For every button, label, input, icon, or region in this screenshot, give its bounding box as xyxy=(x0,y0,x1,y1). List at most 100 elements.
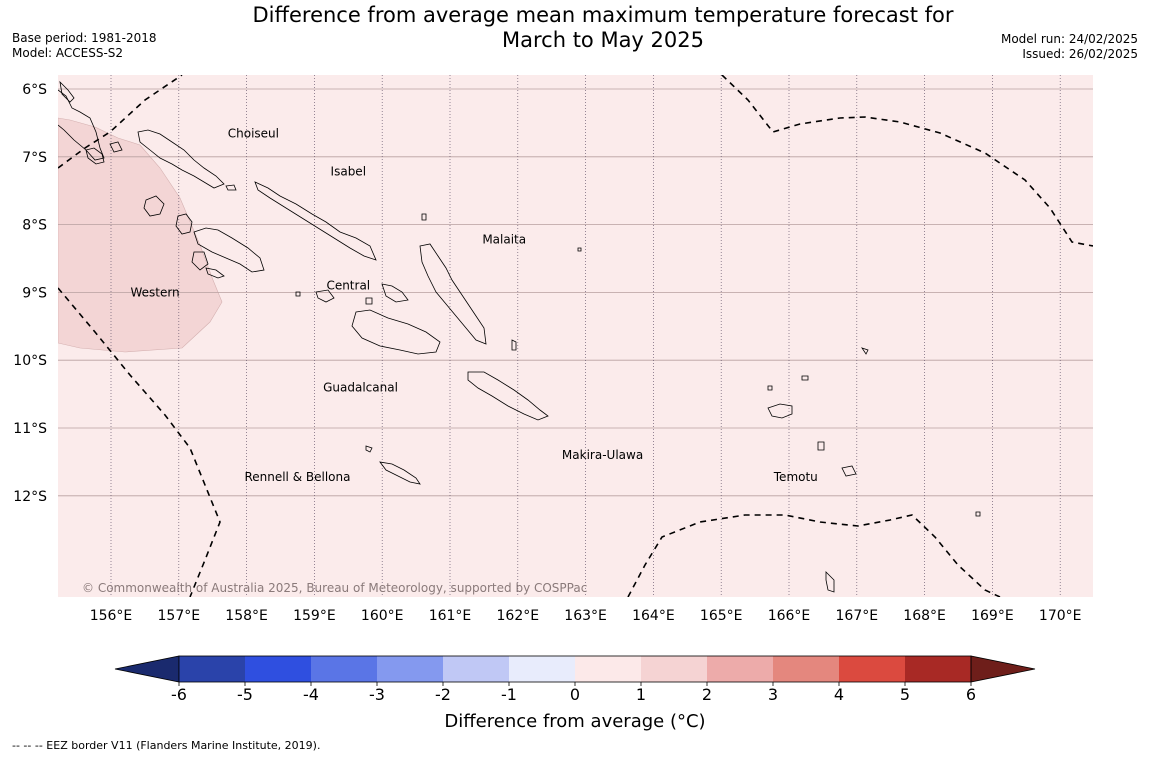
colorbar-tick-label: 1 xyxy=(636,685,646,704)
colorbar-tick-labels: -6 -5 -4 -3 -2 -1 0 1 2 3 4 5 6 xyxy=(171,685,976,704)
colorbar xyxy=(114,655,1036,686)
province-label: Malaita xyxy=(482,233,526,247)
colorbar-tick-label: 0 xyxy=(570,685,580,704)
longitude-tick-labels: 156°E 157°E 158°E 159°E 160°E 161°E 162°E 163°E… xyxy=(90,608,1082,624)
colorbar-segment xyxy=(707,656,773,682)
island-savo xyxy=(365,297,373,305)
island-small-malaita xyxy=(421,213,427,221)
province-label: Makira-Ulawa xyxy=(562,448,643,462)
island-duff xyxy=(801,375,809,381)
lat-tick-label: 9°S xyxy=(22,285,47,301)
island-rennell xyxy=(379,461,421,485)
lon-tick-label: 165°E xyxy=(700,608,743,624)
colorbar-tick-label: -2 xyxy=(435,685,451,704)
colorbar-tick-label: -4 xyxy=(303,685,319,704)
island-guadalcanal xyxy=(351,309,441,355)
colorbar-segment xyxy=(509,656,575,682)
chart-title: Difference from average mean maximum tem… xyxy=(0,3,1150,53)
colorbar-tick-label: -5 xyxy=(237,685,253,704)
island-choiseul xyxy=(137,129,225,189)
grid-meridians xyxy=(110,75,1061,597)
colorbar-tick-label: 3 xyxy=(768,685,778,704)
colorbar-segment xyxy=(839,656,905,682)
colorbar-tick-label: 5 xyxy=(900,685,910,704)
province-label: Isabel xyxy=(331,165,366,179)
colorbar-tick-label: -6 xyxy=(171,685,187,704)
model-run: Model run: 24/02/2025 xyxy=(1000,32,1138,46)
lon-tick-label: 158°E xyxy=(225,608,268,624)
colorbar-label: Difference from average (°C) xyxy=(444,711,705,732)
island-reef-islands xyxy=(767,385,773,391)
eez-legend-note: -- -- -- EEZ border V11 (Flanders Marine… xyxy=(12,739,321,752)
island-tinakula xyxy=(861,347,869,355)
island-buka xyxy=(59,80,75,103)
island-tetepare xyxy=(205,267,225,279)
province-label: Guadalcanal xyxy=(323,380,398,394)
province-label: Temotu xyxy=(773,470,818,484)
lon-tick-label: 163°E xyxy=(564,608,607,624)
islands xyxy=(58,80,981,593)
colorbar-tick-label: 6 xyxy=(966,685,976,704)
island-russell xyxy=(315,289,335,303)
island-sikaiana xyxy=(577,247,582,252)
island-shortlands-small xyxy=(109,141,123,153)
colorbar-tick-label: 2 xyxy=(702,685,712,704)
base-period: Base period: 1981-2018 xyxy=(12,31,157,45)
island-malaita xyxy=(419,243,487,345)
colorbar-tick-label: -3 xyxy=(369,685,385,704)
run-info: Model run: 24/02/2025 Issued: 26/02/2025 xyxy=(1001,32,1138,62)
colorbar-segment xyxy=(179,656,245,682)
title-line-2: March to May 2025 xyxy=(502,28,704,52)
island-utupua xyxy=(817,441,825,451)
island-shortlands xyxy=(85,147,105,165)
island-santa-cruz xyxy=(767,403,793,419)
island-florida xyxy=(381,283,409,303)
lat-tick-label: 12°S xyxy=(13,489,47,505)
lon-tick-label: 170°E xyxy=(1039,608,1082,624)
eez-border-west-north xyxy=(58,75,183,169)
island-isabel xyxy=(254,181,377,261)
province-label: Central xyxy=(326,279,370,293)
lon-tick-label: 162°E xyxy=(497,608,540,624)
island-vanikoro xyxy=(841,465,857,477)
island-ulawa xyxy=(511,339,517,351)
colorbar-segment xyxy=(443,656,509,682)
anomaly-region-1-2 xyxy=(58,117,223,353)
colorbar-extend-high xyxy=(970,655,1036,683)
province-labels: Choiseul Isabel Malaita Western Central Guada… xyxy=(130,127,817,484)
grid-parallels xyxy=(58,88,1093,497)
model-name: Model: ACCESS-S2 xyxy=(12,46,124,60)
colorbar-segment xyxy=(905,656,971,682)
island-west-small xyxy=(295,291,301,297)
model-info: Base period: 1981-2018 Model: ACCESS-S2 xyxy=(12,31,157,61)
lat-tick-label: 6°S xyxy=(22,82,47,98)
colorbar-segment xyxy=(311,656,377,682)
copyright-note: © Commonwealth of Australia 2025, Bureau… xyxy=(82,581,587,595)
title-line-1: Difference from average mean maximum tem… xyxy=(252,3,954,27)
colorbar-segment xyxy=(377,656,443,682)
island-small-north xyxy=(225,184,237,191)
lon-tick-label: 167°E xyxy=(836,608,879,624)
island-rendova xyxy=(191,251,209,271)
map-background xyxy=(58,75,1093,597)
lat-tick-label: 10°S xyxy=(13,353,47,369)
island-bougainville xyxy=(58,89,105,161)
island-new-georgia xyxy=(193,227,265,273)
eez-border-south xyxy=(627,514,1001,597)
lon-tick-label: 169°E xyxy=(971,608,1014,624)
eez-borders xyxy=(58,75,1093,597)
lon-tick-label: 160°E xyxy=(361,608,404,624)
lon-tick-label: 168°E xyxy=(903,608,946,624)
lat-tick-label: 8°S xyxy=(22,218,47,234)
colorbar-segment xyxy=(773,656,839,682)
colorbar-extend-low xyxy=(114,655,180,683)
colorbar-tick-label: -1 xyxy=(501,685,517,704)
lon-tick-label: 164°E xyxy=(632,608,675,624)
colorbar-segment xyxy=(245,656,311,682)
lon-tick-label: 156°E xyxy=(90,608,133,624)
latitude-tick-labels: 6°S 7°S 8°S 9°S 10°S 11°S 12°S xyxy=(13,82,47,505)
province-label: Western xyxy=(130,285,179,299)
lon-tick-label: 161°E xyxy=(429,608,472,624)
province-label: Choiseul xyxy=(228,127,279,141)
lon-tick-label: 157°E xyxy=(158,608,201,624)
